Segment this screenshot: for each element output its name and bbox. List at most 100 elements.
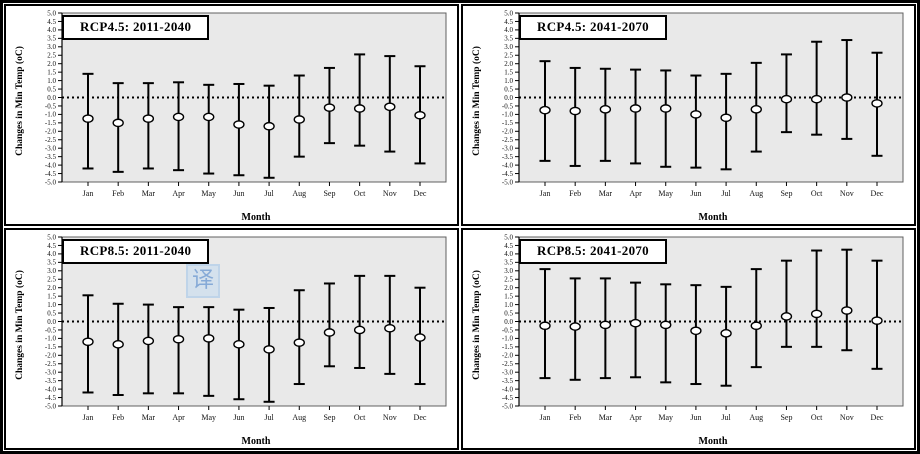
svg-text:1.5: 1.5 <box>47 68 56 76</box>
svg-text:-2.5: -2.5 <box>502 136 514 144</box>
svg-text:3.5: 3.5 <box>47 259 56 267</box>
svg-text:2.5: 2.5 <box>504 276 513 284</box>
svg-text:Mar: Mar <box>599 413 613 422</box>
svg-text:-1.0: -1.0 <box>502 335 514 343</box>
svg-text:Feb: Feb <box>112 189 124 198</box>
svg-text:-3.5: -3.5 <box>502 377 514 385</box>
svg-text:-5.0: -5.0 <box>45 402 57 410</box>
svg-text:0.5: 0.5 <box>504 309 513 317</box>
svg-text:Aug: Aug <box>749 189 763 198</box>
svg-text:May: May <box>658 413 673 422</box>
svg-text:0.5: 0.5 <box>47 309 56 317</box>
svg-text:2.5: 2.5 <box>47 276 56 284</box>
svg-text:-3.0: -3.0 <box>45 145 57 153</box>
svg-text:Jul: Jul <box>721 413 731 422</box>
y-axis-label: Changes in Min Temp (oC) <box>472 270 482 380</box>
svg-text:-4.0: -4.0 <box>502 385 514 393</box>
svg-text:-0.5: -0.5 <box>45 326 57 334</box>
chart-panel-rcp85-2011-2040: 5.0 4.5 4.0 3.5 3.0 2.5 2.0 1.5 1.0 0.5 0.0 -0.5 -1.… <box>4 228 459 450</box>
svg-text:Dec: Dec <box>871 413 884 422</box>
svg-text:-5.0: -5.0 <box>502 402 514 410</box>
svg-text:1.5: 1.5 <box>47 292 56 300</box>
svg-text:-5.0: -5.0 <box>45 178 57 186</box>
svg-text:-4.5: -4.5 <box>502 170 514 178</box>
svg-text:-3.0: -3.0 <box>502 369 514 377</box>
svg-text:4.0: 4.0 <box>504 26 513 34</box>
svg-text:5.0: 5.0 <box>504 9 513 17</box>
svg-text:4.5: 4.5 <box>504 242 513 250</box>
chart-panel-rcp85-2041-2070: 5.0 4.5 4.0 3.5 3.0 2.5 2.0 1.5 1.0 0.5 0.0 -0.5 -1.… <box>461 228 916 450</box>
svg-text:Apr: Apr <box>629 413 642 422</box>
svg-text:Nov: Nov <box>383 413 397 422</box>
svg-text:Nov: Nov <box>383 189 397 198</box>
errorbar-chart-rcp85-2011-2040: 5.04.54.03.53.02.52.01.51.00.50.0-0.5-1.… <box>45 233 447 422</box>
svg-text:-0.5: -0.5 <box>502 326 514 334</box>
svg-text:-3.5: -3.5 <box>502 153 514 161</box>
svg-text:-2.5: -2.5 <box>502 360 514 368</box>
svg-text:3.5: 3.5 <box>504 259 513 267</box>
svg-text:3.0: 3.0 <box>47 267 56 275</box>
svg-text:-5.0: -5.0 <box>502 178 514 186</box>
svg-text:2.0: 2.0 <box>47 60 56 68</box>
svg-text:Oct: Oct <box>354 189 366 198</box>
svg-text:-1.5: -1.5 <box>45 119 57 127</box>
svg-text:Nov: Nov <box>840 413 854 422</box>
svg-text:-2.0: -2.0 <box>502 128 514 136</box>
svg-text:-1.0: -1.0 <box>45 335 57 343</box>
errorbar-chart-rcp45-2011-2040: 5.04.54.03.53.02.52.01.51.00.50.0-0.5-1.… <box>45 9 447 198</box>
svg-text:5.0: 5.0 <box>47 233 56 241</box>
svg-text:Oct: Oct <box>354 413 366 422</box>
svg-text:0.0: 0.0 <box>504 94 513 102</box>
svg-text:-0.5: -0.5 <box>45 102 57 110</box>
svg-text:4.0: 4.0 <box>47 26 56 34</box>
svg-text:2.5: 2.5 <box>47 52 56 60</box>
x-axis-label: Month <box>698 436 728 447</box>
svg-text:Jan: Jan <box>540 189 551 198</box>
svg-text:Feb: Feb <box>569 413 581 422</box>
svg-text:0.0: 0.0 <box>47 94 56 102</box>
svg-text:Mar: Mar <box>142 189 156 198</box>
x-axis-label: Month <box>241 436 271 447</box>
svg-text:-2.0: -2.0 <box>45 128 57 136</box>
errorbar-chart-rcp45-2041-2070: 5.04.54.03.53.02.52.01.51.00.50.0-0.5-1.… <box>502 9 904 198</box>
svg-text:5.0: 5.0 <box>504 233 513 241</box>
svg-text:-1.5: -1.5 <box>502 119 514 127</box>
svg-text:-4.0: -4.0 <box>502 161 514 169</box>
svg-text:Sep: Sep <box>780 413 792 422</box>
svg-text:-3.5: -3.5 <box>45 377 57 385</box>
svg-text:Jul: Jul <box>721 189 731 198</box>
svg-text:-1.5: -1.5 <box>45 343 57 351</box>
svg-text:-1.5: -1.5 <box>502 343 514 351</box>
x-axis-label: Month <box>698 212 728 223</box>
svg-text:-3.0: -3.0 <box>502 145 514 153</box>
svg-text:-4.5: -4.5 <box>45 170 57 178</box>
svg-text:0.0: 0.0 <box>47 318 56 326</box>
svg-text:Aug: Aug <box>292 189 306 198</box>
svg-text:-3.0: -3.0 <box>45 369 57 377</box>
svg-text:-2.5: -2.5 <box>45 136 57 144</box>
y-axis-label: Changes in Min Temp (oC) <box>15 46 25 156</box>
svg-text:-4.5: -4.5 <box>45 394 57 402</box>
svg-text:Mar: Mar <box>142 413 156 422</box>
svg-text:1.0: 1.0 <box>504 77 513 85</box>
svg-text:Dec: Dec <box>414 189 427 198</box>
svg-text:Jun: Jun <box>233 413 244 422</box>
svg-text:Sep: Sep <box>323 413 335 422</box>
y-axis-label: Changes in Min Temp (oC) <box>15 270 25 380</box>
svg-text:4.0: 4.0 <box>504 250 513 258</box>
svg-text:-1.0: -1.0 <box>45 111 57 119</box>
svg-text:3.0: 3.0 <box>504 267 513 275</box>
svg-text:May: May <box>201 413 216 422</box>
svg-text:-4.5: -4.5 <box>502 394 514 402</box>
svg-text:Dec: Dec <box>871 189 884 198</box>
svg-text:-3.5: -3.5 <box>45 153 57 161</box>
svg-text:2.5: 2.5 <box>504 52 513 60</box>
svg-text:Aug: Aug <box>749 413 763 422</box>
svg-text:Jun: Jun <box>233 189 244 198</box>
svg-text:Jan: Jan <box>540 413 551 422</box>
svg-text:1.0: 1.0 <box>504 301 513 309</box>
errorbar-chart-rcp85-2041-2070: 5.04.54.03.53.02.52.01.51.00.50.0-0.5-1.… <box>502 233 904 422</box>
svg-text:Oct: Oct <box>811 413 823 422</box>
translate-watermark: 译 <box>186 264 220 298</box>
